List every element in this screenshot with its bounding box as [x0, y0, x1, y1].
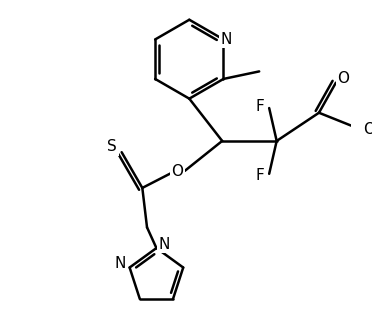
Text: N: N: [158, 237, 170, 252]
Text: N: N: [221, 32, 232, 47]
Text: S: S: [108, 139, 117, 154]
Text: O: O: [363, 122, 372, 137]
Text: O: O: [171, 164, 183, 179]
Text: F: F: [256, 99, 264, 114]
Text: O: O: [337, 72, 349, 86]
Text: N: N: [115, 256, 126, 271]
Text: F: F: [256, 168, 264, 183]
